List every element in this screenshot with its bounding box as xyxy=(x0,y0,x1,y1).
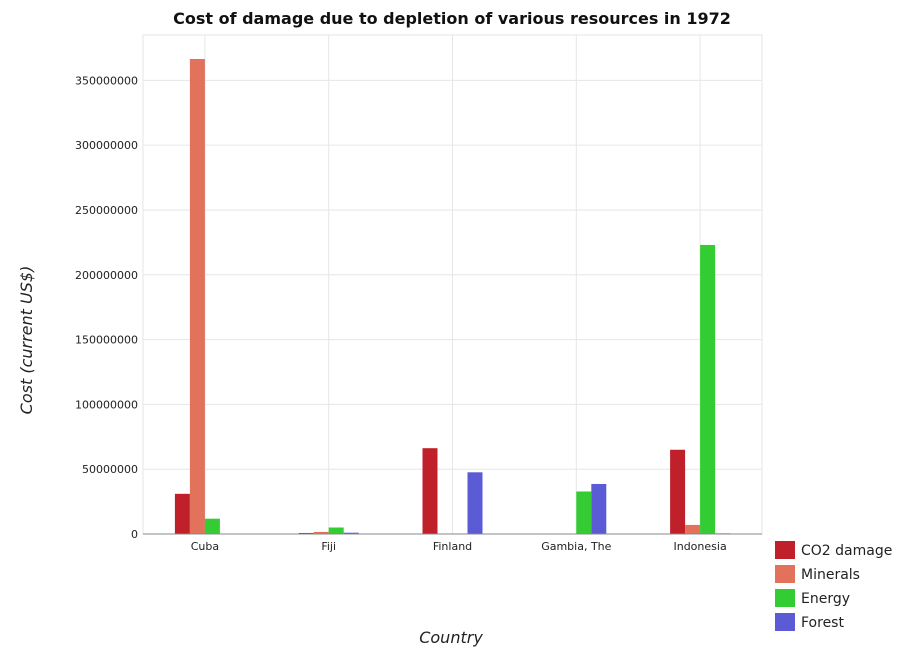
chart-title: Cost of damage due to depletion of vario… xyxy=(173,9,731,28)
grid-layer xyxy=(143,35,762,534)
legend-label: Energy xyxy=(801,591,850,607)
x-tick-label: Gambia, The xyxy=(541,540,611,553)
bar-energy-indonesia xyxy=(700,245,715,534)
y-tick-label: 100000000 xyxy=(75,398,138,411)
bar-forest-gambia-the xyxy=(591,484,606,534)
x-axis-label: Country xyxy=(419,628,483,647)
legend-swatch xyxy=(775,589,795,607)
x-tick-label: Cuba xyxy=(191,540,219,553)
legend-swatch xyxy=(775,613,795,631)
x-tick-label: Fiji xyxy=(321,540,336,553)
bar-minerals-indonesia xyxy=(685,525,700,534)
bar-energy-cuba xyxy=(205,519,220,534)
legend-label: Minerals xyxy=(801,567,860,583)
bar-co2-damage-indonesia xyxy=(670,450,685,534)
legend-label: CO2 damage xyxy=(801,543,892,559)
x-tick-label: Indonesia xyxy=(673,540,726,553)
legend-swatch xyxy=(775,541,795,559)
y-axis-label: Cost (current US$) xyxy=(17,266,36,415)
legend: CO2 damage Minerals Energy Forest xyxy=(775,541,892,631)
bar-minerals-cuba xyxy=(190,59,205,534)
bar-energy-gambia-the xyxy=(576,491,591,534)
y-tick-label: 350000000 xyxy=(75,74,138,87)
legend-label: Forest xyxy=(801,615,844,631)
y-tick-label: 50000000 xyxy=(82,463,138,476)
bar-energy-fiji xyxy=(329,528,344,534)
y-tick-label: 150000000 xyxy=(75,334,138,347)
x-tick-label: Finland xyxy=(433,540,472,553)
bar-co2-damage-finland xyxy=(423,448,438,534)
bar-co2-damage-cuba xyxy=(175,494,190,534)
y-tick-label: 250000000 xyxy=(75,204,138,217)
y-tick-label: 200000000 xyxy=(75,269,138,282)
legend-swatch xyxy=(775,565,795,583)
bar-forest-finland xyxy=(468,472,483,534)
y-tick-label: 300000000 xyxy=(75,139,138,152)
ticks-layer: 0 50000000 100000000 150000000 200000000 2500… xyxy=(75,74,762,553)
y-tick-label: 0 xyxy=(131,528,138,541)
